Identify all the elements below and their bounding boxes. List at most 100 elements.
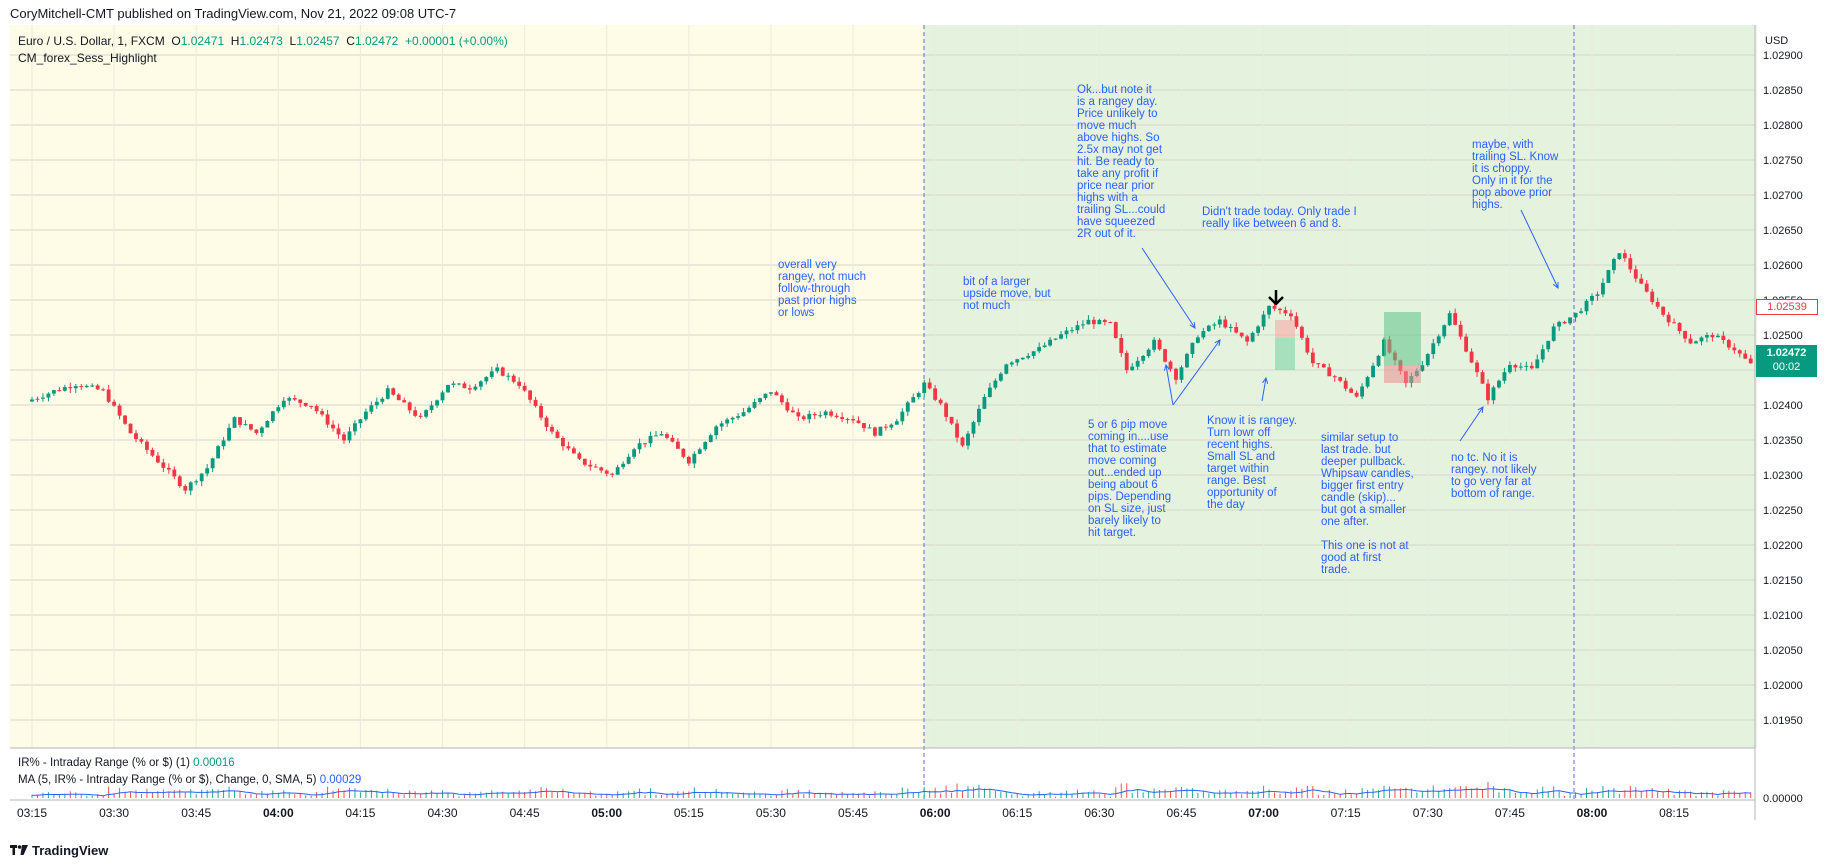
symbol-legend[interactable]: Euro / U.S. Dollar, 1, FXCM O1.02471 H1.… [18, 34, 508, 48]
candle-body [1031, 351, 1036, 356]
candle-body [911, 397, 916, 403]
candle-body [276, 407, 281, 412]
candle-body [1447, 313, 1452, 326]
candle-body [1705, 335, 1709, 338]
indicator-legend[interactable]: CM_forex_Sess_Highlight [18, 51, 157, 65]
candle-body [418, 415, 423, 417]
candle-body [106, 389, 111, 402]
candle-body [500, 367, 505, 376]
time-tick-label: 04:45 [510, 806, 540, 820]
candle-body [1721, 335, 1726, 341]
candle-body [145, 441, 149, 450]
candle-body [862, 423, 866, 429]
candle-body [763, 393, 768, 399]
annotation-know-rangey[interactable]: Know it is rangey. Turn lowr off recent … [1207, 415, 1297, 511]
candle-body [582, 458, 587, 465]
candle-body [1338, 377, 1343, 381]
tradingview-logo[interactable]: TradingView [10, 843, 108, 858]
candle-body [1130, 366, 1135, 371]
candle-body [270, 411, 275, 422]
candle-body [1146, 349, 1151, 356]
annotation-similar-setup[interactable]: similar setup to last trade. but deeper … [1321, 432, 1414, 576]
price-tick-label: 1.02150 [1763, 575, 1803, 587]
annotation-larger-upside[interactable]: bit of a larger upside move, but not muc… [963, 276, 1051, 312]
arrow-trailing-sl [1520, 209, 1559, 289]
candle-body [292, 398, 297, 400]
candle-body [1431, 343, 1436, 355]
candle-body [533, 399, 538, 406]
candle-body [719, 423, 724, 427]
candle-body [1053, 338, 1058, 340]
candle-body [665, 434, 669, 438]
candle-body [944, 403, 949, 417]
candle-body [1267, 305, 1271, 315]
candle-body [254, 429, 259, 434]
candle-body [1540, 349, 1545, 360]
pane-zero-label: 0.00000 [1763, 793, 1803, 805]
candle-body [1124, 352, 1129, 371]
candle-body [900, 411, 905, 422]
candle-body [1748, 358, 1753, 364]
candle-body [1639, 278, 1644, 284]
candle-body [385, 388, 390, 399]
candle-body [1699, 337, 1704, 342]
time-tick-label: 04:15 [345, 806, 375, 820]
ma-legend[interactable]: MA (5, IR% - Intraday Range (% or $), Ch… [18, 774, 361, 786]
candle-body [216, 446, 221, 459]
candle-body [391, 388, 396, 395]
candle-body [1086, 319, 1091, 325]
candle-body [834, 415, 839, 418]
candle-body [593, 466, 598, 468]
annotation-trailing-sl[interactable]: maybe, with trailing SL. Know it is chop… [1472, 139, 1559, 211]
candle-body [1349, 388, 1354, 393]
candle-body [1042, 345, 1047, 348]
candle-body [686, 456, 691, 464]
symbol-name[interactable]: Euro / U.S. Dollar, 1, FXCM [18, 34, 165, 48]
time-tick-label: 03:30 [99, 806, 129, 820]
candle-body [1628, 258, 1633, 270]
arrow-trailing-sl-head [1553, 281, 1559, 290]
candle-body [670, 437, 675, 442]
candle-body [380, 398, 385, 402]
candle-body [1732, 347, 1737, 351]
candle-body [785, 402, 790, 411]
candle-body [495, 367, 500, 372]
annotation-rangey-day[interactable]: Ok...but note it is a rangey day. Price … [1077, 84, 1166, 240]
candle-body [747, 407, 751, 413]
ir-legend[interactable]: IR% - Intraday Range (% or $) (1) 0.0001… [18, 757, 235, 769]
annotation-overall-rangey[interactable]: overall very rangey, not much follow-thr… [778, 259, 867, 319]
candle-body [998, 373, 1003, 381]
low-label: L [289, 34, 297, 48]
candle-body [413, 410, 418, 416]
candle-body [905, 402, 910, 412]
candle-body [977, 408, 981, 423]
candle-body [1163, 349, 1167, 362]
candle-body [259, 427, 264, 434]
candle-body [90, 385, 95, 387]
candle-body [336, 428, 341, 435]
candle-body [697, 449, 702, 454]
candle-body [840, 417, 845, 419]
candle-body [46, 393, 51, 398]
candle-body [1157, 339, 1162, 350]
candle-body [1513, 365, 1518, 368]
arrow-rangey-day-head [1189, 321, 1196, 329]
arrow-pip-move-b [1172, 339, 1221, 406]
price-tick-label: 1.02050 [1763, 645, 1803, 657]
annotation-pip-move[interactable]: 5 or 6 pip move coming in....use that to… [1088, 419, 1172, 539]
candle-body [243, 424, 248, 426]
annotation-didnt-trade[interactable]: Didn't trade today. Only trade I really … [1202, 206, 1357, 230]
candle-body [194, 481, 199, 483]
candle-body [407, 402, 412, 411]
annotation-no-tc[interactable]: no tc. No it is rangey. not likely to go… [1451, 452, 1537, 500]
candle-body [177, 476, 182, 487]
candle-body [1245, 336, 1250, 342]
candle-body [708, 435, 713, 442]
candle-body [561, 437, 565, 447]
candle-body [1174, 368, 1178, 380]
candle-body [1102, 320, 1107, 323]
arrow-know-rangey-head [1262, 376, 1269, 384]
candle-body [188, 482, 193, 491]
candle-body [1480, 372, 1485, 384]
